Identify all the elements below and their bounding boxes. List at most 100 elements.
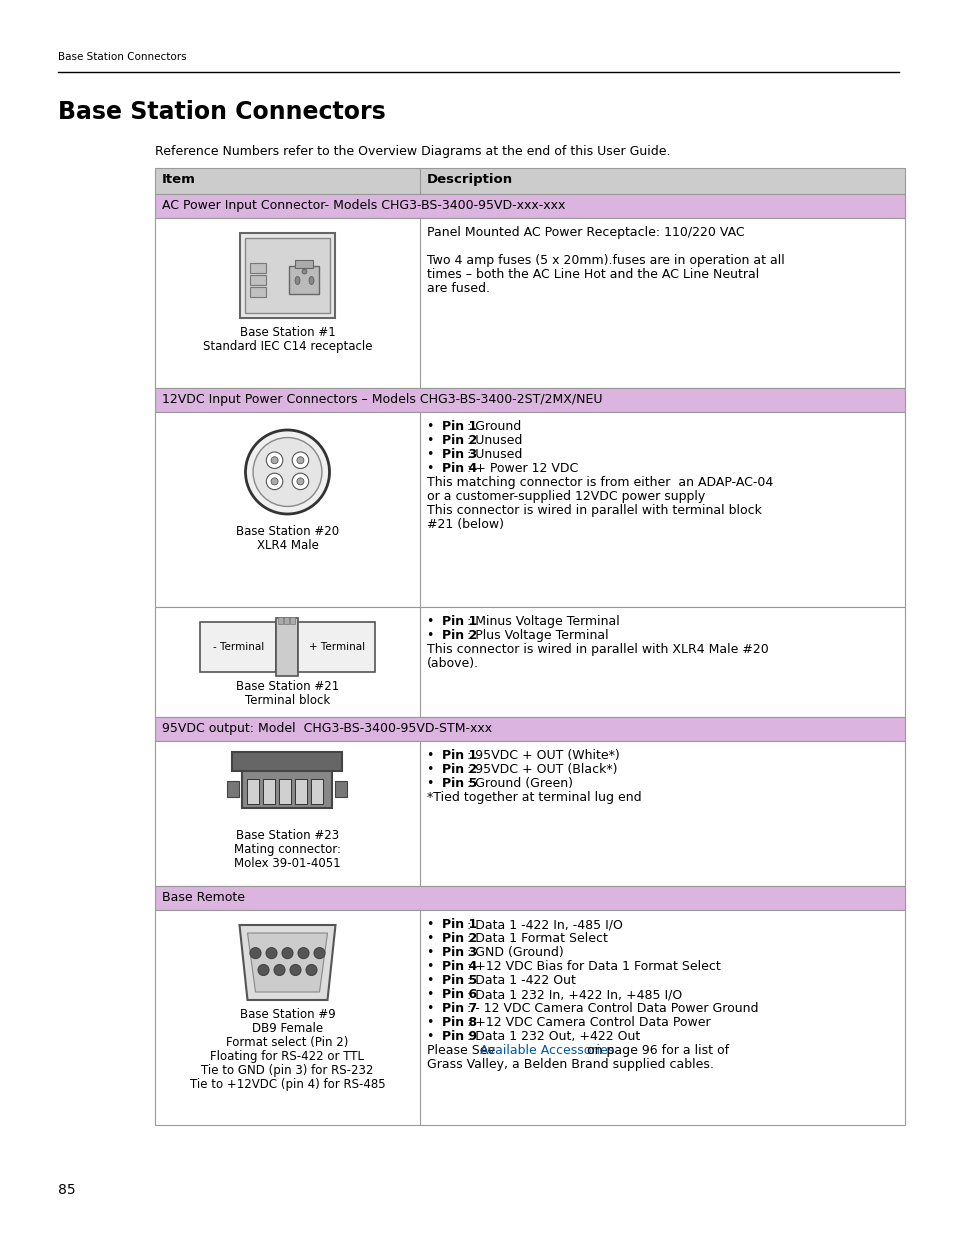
Circle shape (296, 457, 304, 464)
Text: Mating connector:: Mating connector: (233, 844, 340, 856)
Text: Base Station #23: Base Station #23 (235, 829, 338, 842)
Ellipse shape (294, 277, 299, 284)
Text: Standard IEC C14 receptacle: Standard IEC C14 receptacle (203, 340, 372, 353)
Text: •: • (427, 946, 442, 960)
Circle shape (292, 473, 309, 489)
Text: : 95VDC + OUT (White*): : 95VDC + OUT (White*) (467, 748, 619, 762)
Text: Base Station #1: Base Station #1 (239, 326, 335, 338)
Text: •: • (427, 420, 442, 433)
Bar (276, 618, 298, 676)
Bar (250, 274, 266, 284)
Text: •: • (427, 629, 442, 642)
Text: *Tied together at terminal lug end: *Tied together at terminal lug end (427, 790, 641, 804)
Circle shape (253, 437, 321, 506)
Ellipse shape (302, 269, 307, 274)
Circle shape (296, 478, 304, 485)
Text: 85: 85 (58, 1183, 75, 1197)
Text: : Ground (Green): : Ground (Green) (467, 777, 573, 790)
Text: This connector is wired in parallel with XLR4 Male #20: This connector is wired in parallel with… (427, 643, 768, 656)
Text: DB9 Female: DB9 Female (252, 1023, 323, 1035)
Text: Reference Numbers refer to the Overview Diagrams at the end of this User Guide.: Reference Numbers refer to the Overview … (154, 144, 670, 158)
Text: •: • (427, 433, 442, 447)
Text: or a customer-supplied 12VDC power supply: or a customer-supplied 12VDC power suppl… (427, 490, 704, 503)
Bar (233, 752, 342, 771)
Text: •: • (427, 1002, 442, 1015)
Bar (154, 219, 904, 388)
Circle shape (266, 452, 282, 468)
Text: Pin 6: Pin 6 (441, 988, 476, 1002)
Text: Pin 1: Pin 1 (441, 748, 476, 762)
Text: : Data 1 232 Out, +422 Out: : Data 1 232 Out, +422 Out (467, 1030, 639, 1044)
Bar (154, 910, 904, 1125)
Bar (154, 412, 904, 606)
Bar (247, 779, 259, 804)
Text: •: • (427, 462, 442, 475)
Text: AC Power Input Connector- Models CHG3-BS-3400-95VD-xxx-xxx: AC Power Input Connector- Models CHG3-BS… (162, 199, 565, 212)
Text: Panel Mounted AC Power Receptacle: 110/220 VAC: Panel Mounted AC Power Receptacle: 110/2… (427, 226, 744, 240)
Text: : + Power 12 VDC: : + Power 12 VDC (467, 462, 578, 475)
Bar (298, 622, 375, 672)
Text: : Data 1 Format Select: : Data 1 Format Select (467, 932, 607, 945)
Bar (250, 263, 266, 273)
Text: : Unused: : Unused (467, 448, 522, 461)
Text: 95VDC output: Model  CHG3-BS-3400-95VD-STM-xxx: 95VDC output: Model CHG3-BS-3400-95VD-ST… (162, 722, 492, 735)
Circle shape (266, 473, 282, 489)
Bar (295, 779, 307, 804)
Bar (242, 769, 333, 808)
Text: : Minus Voltage Terminal: : Minus Voltage Terminal (467, 615, 619, 629)
Bar (289, 266, 319, 294)
Text: Available Accessories: Available Accessories (480, 1044, 614, 1057)
Text: •: • (427, 763, 442, 776)
Text: Pin 1: Pin 1 (441, 918, 476, 931)
Text: Floating for RS-422 or TTL: Floating for RS-422 or TTL (211, 1050, 364, 1063)
Bar (263, 779, 275, 804)
Text: : GND (Ground): : GND (Ground) (467, 946, 563, 960)
Circle shape (245, 430, 329, 514)
Circle shape (274, 965, 285, 976)
Bar (154, 718, 904, 741)
Text: Pin 5: Pin 5 (441, 777, 476, 790)
Bar (335, 781, 347, 797)
Text: •: • (427, 918, 442, 931)
Bar (240, 233, 335, 317)
Text: are fused.: are fused. (427, 282, 490, 295)
Text: - Terminal: - Terminal (213, 642, 264, 652)
Text: Base Station Connectors: Base Station Connectors (58, 52, 187, 62)
Text: Two 4 amp fuses (5 x 20mm).fuses are in operation at all: Two 4 amp fuses (5 x 20mm).fuses are in … (427, 254, 784, 267)
Polygon shape (239, 925, 335, 1000)
Text: Please See: Please See (427, 1044, 498, 1057)
Bar (154, 194, 904, 219)
Bar (284, 618, 289, 624)
Text: Terminal block: Terminal block (245, 694, 330, 706)
Bar (279, 779, 292, 804)
Text: Pin 1: Pin 1 (441, 420, 476, 433)
Bar (227, 781, 239, 797)
Text: Pin 3: Pin 3 (441, 448, 476, 461)
Text: Pin 3: Pin 3 (441, 946, 476, 960)
Text: Format select (Pin 2): Format select (Pin 2) (226, 1036, 349, 1049)
Bar (200, 622, 276, 672)
Text: Base Station Connectors: Base Station Connectors (58, 100, 385, 124)
Circle shape (271, 478, 278, 485)
Text: Pin 4: Pin 4 (441, 462, 476, 475)
Circle shape (257, 965, 269, 976)
Circle shape (297, 947, 309, 958)
Text: Grass Valley, a Belden Brand supplied cables.: Grass Valley, a Belden Brand supplied ca… (427, 1058, 713, 1071)
Circle shape (282, 947, 293, 958)
Text: : 95VDC + OUT (Black*): : 95VDC + OUT (Black*) (467, 763, 617, 776)
Text: XLR4 Male: XLR4 Male (256, 538, 318, 552)
Text: : Data 1 232 In, +422 In, +485 I/O: : Data 1 232 In, +422 In, +485 I/O (467, 988, 681, 1002)
Text: : Unused: : Unused (467, 433, 522, 447)
Bar (154, 606, 904, 718)
Bar (278, 618, 283, 624)
Text: •: • (427, 1016, 442, 1029)
Text: (above).: (above). (427, 657, 478, 671)
Text: Base Station #20: Base Station #20 (235, 525, 338, 538)
Polygon shape (247, 932, 327, 992)
Text: on page 96 for a list of: on page 96 for a list of (582, 1044, 728, 1057)
Circle shape (306, 965, 316, 976)
Bar (312, 779, 323, 804)
Text: #21 (below): #21 (below) (427, 517, 503, 531)
Text: Description: Description (427, 173, 513, 186)
Circle shape (314, 947, 325, 958)
